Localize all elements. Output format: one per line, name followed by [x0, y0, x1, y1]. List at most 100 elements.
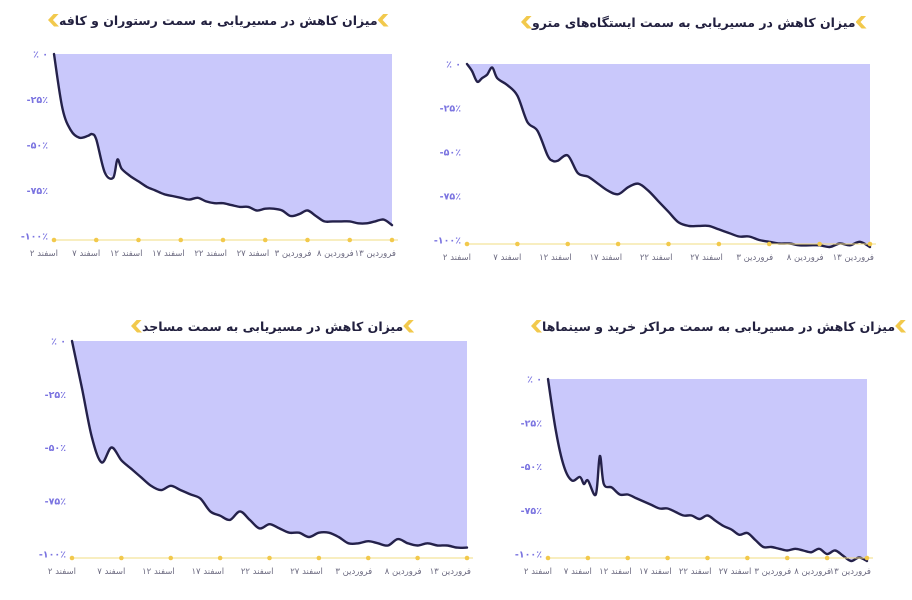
x-tick-dot	[168, 555, 174, 561]
x-tick-label: ۷ اسفند	[97, 567, 125, 577]
y-tick-label: -۲۵٪	[521, 418, 543, 429]
chart-title-text: میزان کاهش در مسیریابی به سمت مراکز خرید…	[542, 318, 896, 334]
x-tick-label: ۳ فروردین	[275, 249, 312, 259]
x-tick-dot	[389, 237, 395, 243]
x-tick-label: ۱۳ فروردین	[430, 567, 471, 577]
x-tick-dot	[217, 555, 223, 561]
x-tick-label: ۲۲ اسفند	[241, 567, 274, 577]
x-tick-dot	[817, 241, 822, 247]
x-tick-label: ۸ فروردین	[787, 253, 824, 263]
chart-title-text: میزان کاهش در مسیریابی به سمت ایستگاه‌ها…	[532, 14, 856, 30]
x-tick-dot	[305, 237, 310, 243]
x-tick-dot	[464, 241, 470, 247]
x-tick-dot	[716, 241, 722, 247]
area-plot: ٪ ۰ -۲۵٪ -۵۰٪ -۷۵٪ -۱۰۰٪ ۲ اسفند ۷ اسفند ۱۲ اسف…	[515, 375, 873, 577]
y-tick-label: -۲۵٪	[440, 104, 462, 115]
x-tick-dot	[705, 555, 710, 561]
x-tick-label: ۲۲ اسفند	[640, 253, 673, 263]
y-tick-label: ٪ ۰	[51, 337, 66, 348]
area-plot: ٪ ۰ -۲۵٪ -۵۰٪ -۷۵٪ -۱۰۰٪ ۲ اسفند ۷ اسفند ۱۲ اسف…	[434, 60, 876, 263]
x-tick-label: ۱۲ اسفند	[110, 249, 143, 259]
x-tick-dot	[665, 555, 670, 561]
x-tick-label: ۱۷ اسفند	[589, 253, 622, 263]
y-tick-label: ٪ ۰	[33, 50, 48, 61]
y-tick-label: -۷۵٪	[45, 496, 67, 507]
x-tick-label: ۲۷ اسفند	[237, 249, 270, 259]
x-tick-label: ۲ اسفند	[30, 249, 58, 259]
x-tick-label: ۱۷ اسفند	[152, 249, 185, 259]
x-tick-dot	[316, 555, 322, 561]
y-tick-label: -۱۰۰٪	[515, 550, 542, 561]
x-tick-dot	[69, 555, 75, 561]
x-tick-label: ۸ فروردین	[385, 567, 422, 577]
x-tick-label: ۱۲ اسفند	[539, 253, 572, 263]
x-tick-dot	[666, 241, 671, 247]
x-tick-label: ۱۳ فروردین	[355, 249, 396, 259]
x-tick-dot	[766, 241, 772, 247]
x-tick-dot	[51, 237, 57, 243]
area-fill	[72, 341, 467, 548]
x-tick-dot	[347, 237, 353, 243]
x-tick-dot	[93, 237, 99, 243]
y-tick-label: -۷۵٪	[521, 506, 543, 517]
y-tick-label: ٪ ۰	[527, 375, 542, 386]
x-tick-label: ۳ فروردین	[736, 253, 773, 263]
y-tick-label: -۲۵٪	[45, 390, 67, 401]
x-tick-label: ۷ اسفند	[493, 253, 521, 263]
y-tick-label: ٪ ۰	[446, 60, 461, 71]
y-tick-label: -۱۰۰٪	[39, 550, 66, 561]
x-tick-dot	[745, 555, 750, 561]
x-tick-label: ۳ فروردین	[335, 567, 372, 577]
x-tick-label: ۱۲ اسفند	[142, 567, 175, 577]
x-tick-label: ۱۳ فروردین	[833, 253, 874, 263]
x-tick-dot	[365, 555, 371, 561]
x-tick-label: ۸ فروردین	[317, 249, 354, 259]
y-tick-label: -۵۰٪	[521, 462, 543, 473]
x-tick-dot	[464, 555, 470, 561]
chart-title: میزان کاهش در مسیریابی به سمت رستوران و …	[42, 10, 395, 30]
x-tick-dot	[178, 237, 184, 243]
x-tick-label: ۲ اسفند	[443, 253, 471, 263]
x-tick-label: ۲ اسفند	[524, 567, 552, 577]
x-tick-label: ۷ اسفند	[72, 249, 100, 259]
area-plot: ٪ ۰ -۲۵٪ -۵۰٪ -۷۵٪ -۱۰۰٪ ۲ اسفند ۷ اسفند ۱۲ اسف…	[21, 50, 398, 259]
area-fill	[54, 54, 392, 226]
chart-title: میزان کاهش در مسیریابی به سمت مراکز خرید…	[525, 316, 912, 336]
area-plot: ٪ ۰ -۲۵٪ -۵۰٪ -۷۵٪ -۱۰۰٪ ۲ اسفند ۷ اسفند ۱۲ اسف…	[39, 337, 473, 577]
x-tick-label: ۷ اسفند	[564, 567, 592, 577]
y-tick-label: -۵۰٪	[440, 148, 462, 159]
chart-title: میزان کاهش در مسیریابی به سمت ایستگاه‌ها…	[515, 12, 873, 32]
x-tick-dot	[136, 237, 141, 243]
area-fill	[548, 379, 867, 561]
x-tick-dot	[515, 241, 520, 247]
x-tick-label: ۱۳ فروردین	[830, 567, 871, 577]
x-tick-dot	[415, 555, 420, 561]
series-line	[546, 377, 869, 563]
x-tick-label: ۳ فروردین	[754, 567, 791, 577]
y-tick-label: -۱۰۰٪	[434, 236, 461, 247]
x-tick-dot	[784, 555, 790, 561]
chart-title-text: میزان کاهش در مسیریابی به سمت مساجد	[142, 318, 404, 334]
y-tick-label: -۱۰۰٪	[21, 232, 48, 243]
x-tick-dot	[864, 555, 870, 561]
x-tick-label: ۱۷ اسفند	[639, 567, 672, 577]
x-tick-dot	[824, 555, 830, 561]
x-tick-dot	[220, 237, 226, 243]
chart-metro-stations: میزان کاهش در مسیریابی به سمت ایستگاه‌ها…	[420, 8, 890, 273]
chart-title: میزان کاهش در مسیریابی به سمت مساجد	[125, 316, 420, 336]
x-tick-label: ۱۷ اسفند	[191, 567, 224, 577]
x-tick-dot	[267, 555, 272, 561]
y-tick-label: -۲۵٪	[27, 95, 49, 106]
x-tick-dot	[615, 241, 621, 247]
y-tick-label: -۷۵٪	[440, 192, 462, 203]
series-line	[465, 62, 872, 249]
x-tick-label: ۲۷ اسفند	[290, 567, 323, 577]
x-tick-dot	[119, 555, 124, 561]
series-line	[70, 339, 469, 549]
x-tick-label: ۲۷ اسفند	[690, 253, 723, 263]
x-tick-dot	[545, 555, 551, 561]
chart-title-text: میزان کاهش در مسیریابی به سمت رستوران و …	[59, 12, 378, 28]
x-tick-dot	[565, 241, 571, 247]
x-tick-dot	[585, 555, 591, 561]
x-tick-dot	[867, 241, 873, 247]
